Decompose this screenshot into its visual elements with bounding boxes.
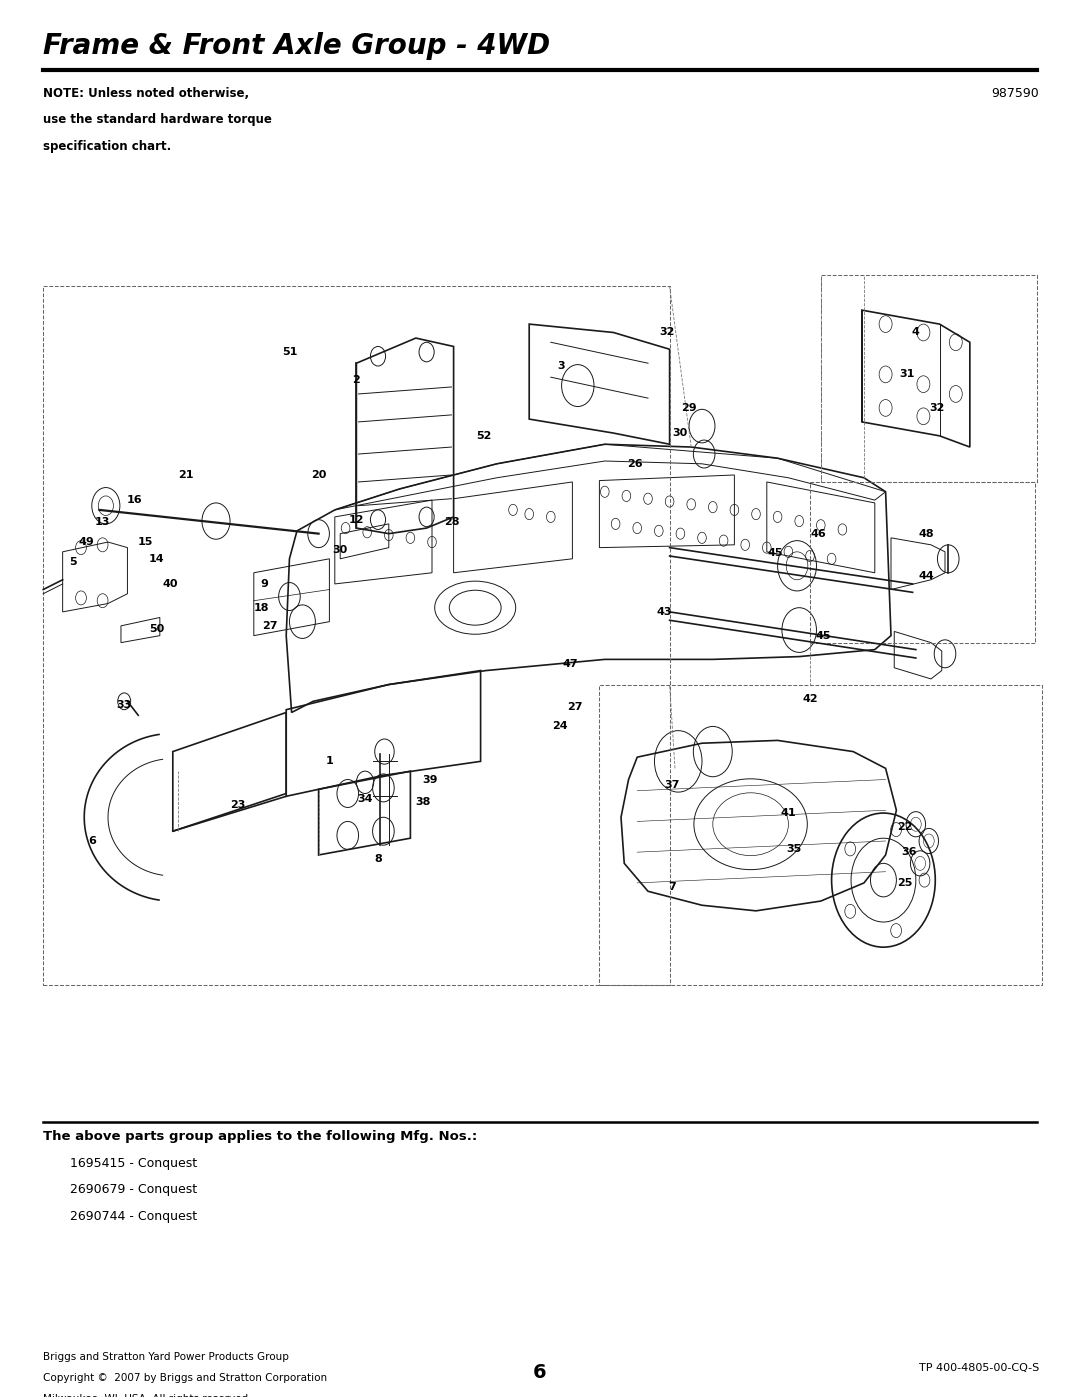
- Text: 48: 48: [919, 528, 934, 539]
- Text: 1695415 - Conquest: 1695415 - Conquest: [70, 1157, 198, 1169]
- Text: 15: 15: [138, 536, 153, 548]
- Bar: [599, 685, 1042, 985]
- Text: 22: 22: [897, 821, 913, 833]
- Text: 50: 50: [149, 623, 164, 634]
- Text: 28: 28: [444, 517, 459, 528]
- Text: 6: 6: [534, 1363, 546, 1383]
- Text: 3: 3: [557, 360, 566, 372]
- Text: TP 400-4805-00-CQ-S: TP 400-4805-00-CQ-S: [919, 1363, 1039, 1373]
- Text: 7: 7: [667, 882, 676, 893]
- Text: specification chart.: specification chart.: [43, 140, 172, 152]
- Text: 6: 6: [87, 835, 96, 847]
- Text: Milwaukee, WI, USA. All rights reserved: Milwaukee, WI, USA. All rights reserved: [43, 1394, 248, 1397]
- Text: 24: 24: [552, 721, 567, 732]
- Text: 9: 9: [260, 578, 269, 590]
- Bar: [821, 275, 1037, 482]
- Text: 23: 23: [230, 799, 245, 810]
- Text: Frame & Front Axle Group - 4WD: Frame & Front Axle Group - 4WD: [43, 32, 551, 60]
- Text: 39: 39: [422, 774, 437, 785]
- Text: 4: 4: [912, 327, 920, 338]
- Text: 42: 42: [802, 693, 818, 704]
- Text: 5: 5: [69, 556, 78, 567]
- Text: 45: 45: [815, 630, 831, 641]
- Text: Briggs and Stratton Yard Power Products Group: Briggs and Stratton Yard Power Products …: [43, 1352, 289, 1362]
- Text: 37: 37: [664, 780, 679, 791]
- Text: 38: 38: [416, 796, 431, 807]
- Text: 31: 31: [900, 369, 915, 380]
- Text: 2690744 - Conquest: 2690744 - Conquest: [70, 1210, 198, 1222]
- Text: 30: 30: [333, 545, 348, 556]
- Text: 43: 43: [657, 606, 672, 617]
- Text: 2: 2: [352, 374, 361, 386]
- Text: 47: 47: [563, 658, 578, 669]
- Text: 44: 44: [919, 570, 934, 581]
- Bar: [810, 482, 1035, 643]
- Text: 51: 51: [282, 346, 297, 358]
- Text: 8: 8: [374, 854, 382, 865]
- Text: 32: 32: [660, 327, 675, 338]
- Text: 1: 1: [325, 756, 334, 767]
- Text: 26: 26: [627, 458, 643, 469]
- Text: 25: 25: [897, 877, 913, 888]
- Text: use the standard hardware torque: use the standard hardware torque: [43, 113, 272, 126]
- Text: 36: 36: [902, 847, 917, 858]
- Text: 21: 21: [178, 469, 193, 481]
- Text: 33: 33: [117, 700, 132, 711]
- Text: Copyright ©  2007 by Briggs and Stratton Corporation: Copyright © 2007 by Briggs and Stratton …: [43, 1373, 327, 1383]
- Text: 35: 35: [786, 844, 801, 855]
- Text: 40: 40: [163, 578, 178, 590]
- Text: 32: 32: [930, 402, 945, 414]
- Text: 41: 41: [781, 807, 796, 819]
- Text: 52: 52: [476, 430, 491, 441]
- Text: 45: 45: [768, 548, 783, 559]
- Text: 27: 27: [567, 701, 582, 712]
- Bar: [43, 286, 670, 985]
- Text: 49: 49: [79, 536, 94, 548]
- Text: NOTE: Unless noted otherwise,: NOTE: Unless noted otherwise,: [43, 87, 249, 99]
- Text: 14: 14: [149, 553, 164, 564]
- Text: 2690679 - Conquest: 2690679 - Conquest: [70, 1183, 198, 1196]
- Text: 18: 18: [254, 602, 269, 613]
- Text: 34: 34: [357, 793, 373, 805]
- Text: 46: 46: [811, 528, 826, 539]
- Text: 16: 16: [127, 495, 143, 506]
- Text: 987590: 987590: [991, 87, 1039, 99]
- Text: 30: 30: [673, 427, 688, 439]
- Text: 27: 27: [262, 620, 278, 631]
- Text: 20: 20: [311, 469, 326, 481]
- Text: 13: 13: [95, 517, 110, 528]
- Text: 12: 12: [349, 514, 364, 525]
- Text: 29: 29: [681, 402, 697, 414]
- Text: The above parts group applies to the following Mfg. Nos.:: The above parts group applies to the fol…: [43, 1130, 477, 1143]
